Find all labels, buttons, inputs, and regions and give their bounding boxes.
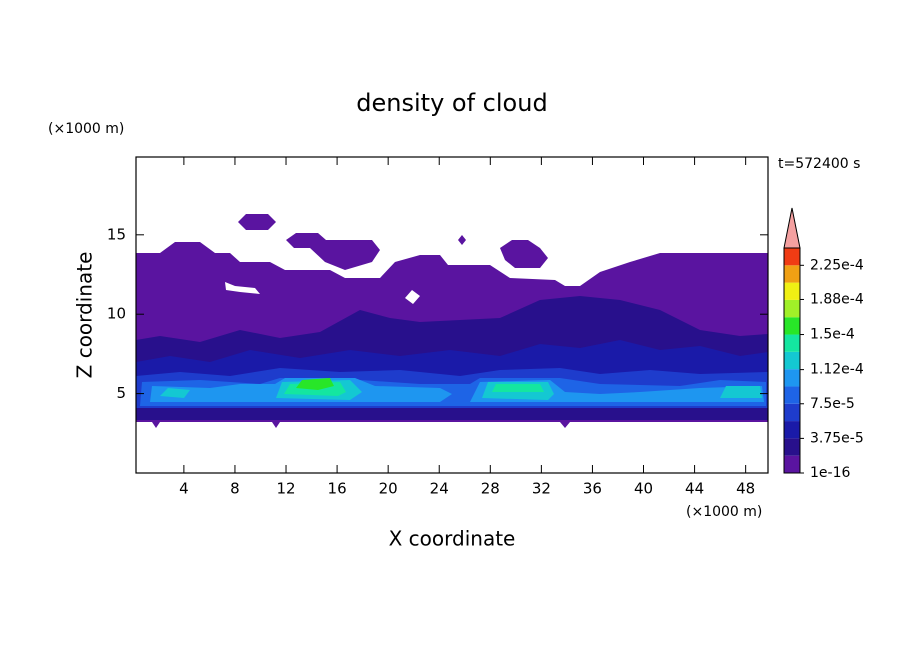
x-tick-label: 44	[685, 480, 704, 498]
contour-region	[296, 378, 334, 390]
x-tick-label: 48	[736, 480, 755, 498]
colorbar-band	[784, 438, 800, 456]
colorbar-band	[784, 386, 800, 404]
chart-title: density of cloud	[356, 89, 547, 117]
x-tick-label: 32	[532, 480, 551, 498]
colorbar-band	[784, 421, 800, 439]
x-tick-label: 16	[328, 480, 347, 498]
colorbar-band	[784, 369, 800, 387]
x-tick-label: 12	[276, 480, 295, 498]
colorbar-tick-label: 1e-16	[810, 465, 850, 481]
contour-field	[136, 214, 768, 428]
x-tick-label: 40	[634, 480, 653, 498]
colorbar-band	[784, 351, 800, 370]
y-tick-label: 5	[116, 384, 126, 402]
contour-region	[238, 214, 276, 230]
y-axis-label: Z coordinate	[73, 252, 97, 379]
colorbar-tick-label: 7.5e-5	[810, 396, 855, 412]
x-axis-label: X coordinate	[389, 527, 516, 551]
x-unit: (×1000 m)	[686, 504, 762, 520]
y-tick-label: 15	[107, 225, 126, 243]
time-annotation: t=572400 s	[778, 156, 860, 172]
contour-region	[500, 240, 548, 268]
x-tick-label: 20	[379, 480, 398, 498]
x-tick-label: 36	[583, 480, 602, 498]
colorbar-frame	[783, 247, 801, 474]
colorbar-band	[784, 265, 800, 283]
colorbar-tick-label: 2.25e-4	[810, 257, 864, 273]
colorbar-band	[784, 455, 800, 473]
x-tick-label: 8	[230, 480, 240, 498]
colorbar-band	[784, 403, 800, 422]
contour-region	[458, 235, 466, 245]
colorbar-band	[784, 317, 800, 335]
colorbar-band	[784, 334, 800, 352]
x-tick-label: 24	[430, 480, 449, 498]
colorbar-tick-label: 1.88e-4	[810, 291, 864, 307]
x-tick-label: 28	[481, 480, 500, 498]
contour-region	[136, 408, 768, 420]
x-tick-label: 4	[179, 480, 189, 498]
colorbar-band	[784, 282, 800, 300]
colorbar-tick-label: 1.12e-4	[810, 362, 864, 378]
y-unit: (×1000 m)	[48, 121, 124, 137]
colorbar-band	[784, 248, 800, 266]
contour-region	[286, 233, 380, 270]
plot-frame	[135, 156, 769, 474]
colorbar-band	[784, 299, 800, 318]
y-tick-label: 10	[107, 305, 126, 323]
colorbar-tick-label: 1.5e-4	[810, 327, 855, 343]
colorbar-tick-label: 3.75e-5	[810, 430, 864, 446]
